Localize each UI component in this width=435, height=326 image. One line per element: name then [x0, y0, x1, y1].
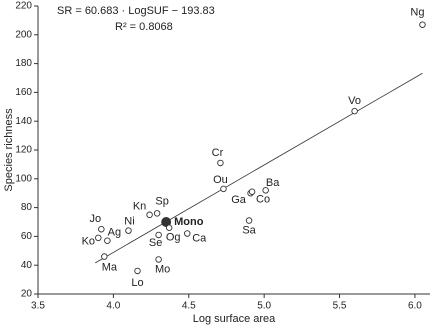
point-label: Sp [155, 195, 168, 207]
fit-line [95, 72, 423, 264]
point-label: Vo [348, 95, 361, 107]
point-label: Mono [174, 216, 204, 228]
data-point [146, 211, 153, 219]
x-tick-label: 6.0 [408, 301, 422, 312]
data-point [248, 188, 256, 196]
data-point [153, 210, 161, 217]
y-tick-label: 80 [21, 202, 33, 213]
point-label: Mo [155, 263, 170, 275]
x-tick-label: 4.5 [182, 301, 196, 312]
y-tick-label: 120 [15, 145, 32, 156]
x-axis-label: Log surface area [193, 313, 276, 325]
equation: SR = 60.683 · LogSUF − 193.83 [57, 5, 215, 17]
data-point [101, 253, 108, 260]
point-label: Jo [90, 213, 102, 225]
data-point [161, 217, 172, 227]
point-label: Se [149, 237, 162, 249]
y-tick-label: 40 [21, 260, 33, 271]
point-label: Ag [108, 227, 121, 239]
data-point [184, 230, 191, 237]
point-label: Lo [131, 277, 143, 289]
x-tick-label: 5.5 [333, 301, 347, 312]
x-tick-label: 5.0 [257, 301, 271, 312]
x-tick-label: 4.0 [106, 301, 120, 312]
data-point [125, 227, 132, 234]
point-label: Sa [242, 224, 256, 236]
point-label: Ba [266, 177, 280, 189]
point-label: Ng [410, 7, 424, 19]
data-point [220, 185, 227, 193]
point-label: Ca [192, 232, 207, 244]
point-label: Co [256, 194, 270, 206]
y-tick-label: 20 [21, 289, 33, 300]
data-point [155, 231, 162, 239]
y-tick-label: 180 [15, 58, 32, 69]
r-squared: R² = 0.8068 [115, 21, 173, 33]
y-tick-label: 220 [15, 1, 32, 12]
x-tick-label: 3.5 [31, 301, 45, 312]
point-label: Ma [102, 261, 118, 273]
point-label: Ou [213, 174, 228, 186]
data-point [95, 234, 102, 242]
data-point [155, 256, 162, 263]
point-label: Kn [133, 201, 146, 213]
y-tick-label: 200 [15, 29, 32, 40]
point-label: Ni [124, 216, 134, 228]
data-point [217, 159, 224, 167]
data-point [262, 187, 269, 194]
data-point [245, 217, 253, 224]
data-point [351, 107, 358, 115]
y-tick-label: 60 [21, 231, 33, 242]
y-tick-label: 100 [15, 173, 32, 184]
y-tick-label: 160 [15, 87, 32, 98]
y-tick-label: 140 [15, 116, 32, 127]
point-label: Ga [231, 194, 247, 206]
point-label: Ko [82, 236, 95, 248]
data-point [98, 225, 105, 233]
data-point [165, 224, 173, 232]
point-label: Cr [212, 147, 224, 159]
data-point [419, 21, 426, 28]
point-label: Og [166, 232, 181, 244]
data-point [104, 237, 111, 244]
y-axis-label: Species richness [3, 108, 15, 192]
data-point [134, 267, 141, 275]
